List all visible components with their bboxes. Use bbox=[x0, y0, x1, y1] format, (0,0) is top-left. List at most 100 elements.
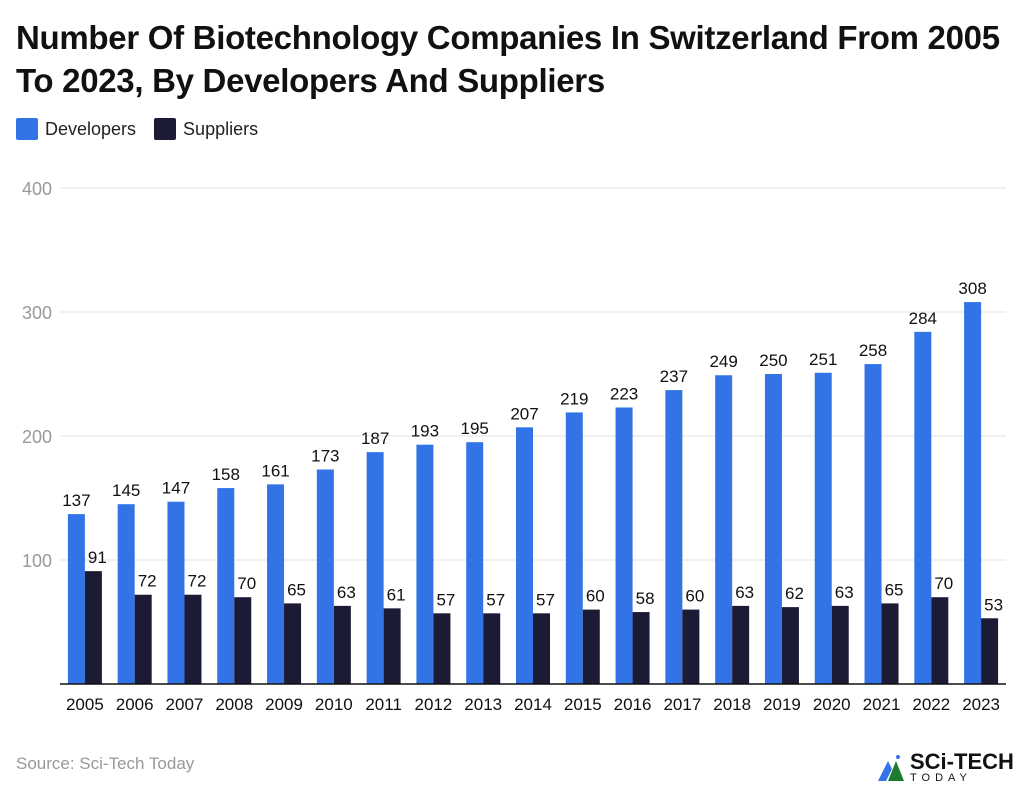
bar-suppliers bbox=[682, 609, 700, 684]
x-tick-label: 2011 bbox=[365, 695, 402, 714]
bar-developers bbox=[416, 444, 434, 684]
bar-developers bbox=[615, 407, 633, 684]
bar-suppliers bbox=[184, 594, 202, 684]
x-tick-label: 2010 bbox=[315, 695, 353, 714]
bar-suppliers bbox=[234, 597, 252, 684]
x-tick-label: 2014 bbox=[514, 695, 552, 714]
bar-suppliers bbox=[831, 605, 849, 684]
bar-suppliers bbox=[781, 607, 799, 684]
chart-title: Number Of Biotechnology Companies In Swi… bbox=[16, 19, 1000, 99]
data-label-developers: 207 bbox=[510, 404, 538, 423]
legend-item-suppliers: Suppliers bbox=[154, 118, 258, 140]
x-tick-label: 2005 bbox=[66, 695, 104, 714]
data-label-suppliers: 63 bbox=[835, 583, 854, 602]
bar-developers bbox=[267, 484, 285, 684]
data-label-suppliers: 63 bbox=[735, 583, 754, 602]
source-text: Source: Sci-Tech Today bbox=[16, 754, 195, 773]
data-label-suppliers: 70 bbox=[934, 574, 953, 593]
legend-swatch-developers bbox=[16, 118, 38, 140]
x-tick-label: 2007 bbox=[166, 695, 204, 714]
data-label-suppliers: 70 bbox=[237, 574, 256, 593]
data-label-suppliers: 57 bbox=[486, 590, 505, 609]
legend-item-developers: Developers bbox=[16, 118, 136, 140]
bar-suppliers bbox=[732, 605, 750, 684]
data-label-developers: 137 bbox=[62, 491, 90, 510]
logo-subtext: TODAY bbox=[910, 772, 972, 784]
bar-developers bbox=[217, 488, 235, 684]
data-label-developers: 250 bbox=[759, 351, 787, 370]
legend-label-developers: Developers bbox=[45, 118, 137, 139]
legend: Developers Suppliers bbox=[16, 118, 258, 140]
logo-text: SCi-TECH bbox=[910, 749, 1014, 774]
y-tick-label: 200 bbox=[22, 427, 52, 447]
data-label-developers: 158 bbox=[212, 465, 240, 484]
bar-developers bbox=[814, 372, 832, 684]
bar-developers bbox=[466, 442, 484, 684]
y-tick-label: 100 bbox=[22, 551, 52, 571]
bar-developers bbox=[67, 514, 85, 684]
data-label-suppliers: 65 bbox=[287, 580, 306, 599]
data-label-developers: 308 bbox=[958, 279, 986, 298]
x-tick-label: 2015 bbox=[564, 695, 602, 714]
bar-developers bbox=[964, 302, 982, 684]
bar-developers bbox=[665, 390, 683, 684]
x-tick-label: 2019 bbox=[763, 695, 801, 714]
data-label-suppliers: 58 bbox=[636, 589, 655, 608]
data-label-developers: 145 bbox=[112, 481, 140, 500]
bar-developers bbox=[764, 374, 782, 684]
data-label-developers: 147 bbox=[162, 479, 190, 498]
data-label-suppliers: 57 bbox=[536, 590, 555, 609]
x-tick-label: 2017 bbox=[663, 695, 701, 714]
data-label-developers: 249 bbox=[709, 352, 737, 371]
data-label-developers: 161 bbox=[261, 461, 289, 480]
data-label-suppliers: 91 bbox=[88, 548, 107, 567]
x-tick-label: 2013 bbox=[464, 695, 502, 714]
x-tick-label: 2016 bbox=[614, 695, 652, 714]
x-tick-label: 2008 bbox=[215, 695, 253, 714]
data-label-developers: 258 bbox=[859, 341, 887, 360]
bar-developers bbox=[117, 504, 135, 684]
bar-developers bbox=[167, 501, 185, 684]
data-label-suppliers: 65 bbox=[885, 580, 904, 599]
data-label-developers: 237 bbox=[660, 367, 688, 386]
data-label-developers: 193 bbox=[411, 422, 439, 441]
bar-suppliers bbox=[433, 613, 451, 684]
legend-swatch-suppliers bbox=[154, 118, 177, 140]
x-tick-label: 2020 bbox=[813, 695, 851, 714]
y-tick-label: 300 bbox=[22, 303, 52, 323]
bar-developers bbox=[914, 331, 932, 684]
data-label-developers: 219 bbox=[560, 389, 588, 408]
data-label-suppliers: 62 bbox=[785, 584, 804, 603]
data-label-suppliers: 60 bbox=[685, 587, 704, 606]
data-label-suppliers: 57 bbox=[436, 590, 455, 609]
sci-tech-logo: SCi-TECH TODAY bbox=[876, 749, 1014, 784]
data-label-suppliers: 63 bbox=[337, 583, 356, 602]
data-label-developers: 223 bbox=[610, 384, 638, 403]
bar-suppliers bbox=[333, 605, 351, 684]
bar-suppliers bbox=[533, 613, 550, 684]
data-label-suppliers: 61 bbox=[387, 585, 406, 604]
bar-developers bbox=[316, 469, 334, 684]
x-tick-label: 2018 bbox=[713, 695, 751, 714]
bar-suppliers bbox=[632, 612, 650, 684]
data-label-developers: 251 bbox=[809, 350, 837, 369]
x-tick-label: 2021 bbox=[863, 695, 901, 714]
data-label-developers: 173 bbox=[311, 446, 339, 465]
x-tick-label: 2012 bbox=[415, 695, 453, 714]
bar-suppliers bbox=[383, 608, 401, 684]
bar-suppliers bbox=[881, 603, 899, 684]
x-tick-label: 2022 bbox=[912, 695, 950, 714]
legend-label-suppliers: Suppliers bbox=[183, 118, 259, 139]
data-label-suppliers: 72 bbox=[138, 572, 157, 591]
x-tick-label: 2023 bbox=[962, 695, 1000, 714]
x-tick-label: 2009 bbox=[265, 695, 303, 714]
y-tick-label: 400 bbox=[22, 179, 52, 199]
bar-developers bbox=[516, 427, 533, 684]
data-label-suppliers: 53 bbox=[984, 595, 1003, 614]
data-label-developers: 187 bbox=[361, 429, 389, 448]
x-tick-label: 2006 bbox=[116, 695, 154, 714]
data-label-developers: 284 bbox=[909, 309, 937, 328]
bar-suppliers bbox=[284, 603, 302, 684]
